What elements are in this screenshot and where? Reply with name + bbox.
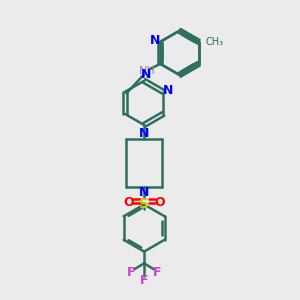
Text: F: F	[140, 274, 148, 287]
Text: F: F	[153, 266, 162, 279]
Text: N: N	[139, 186, 149, 199]
Text: NH: NH	[139, 66, 155, 76]
Text: S: S	[139, 196, 149, 211]
Text: N: N	[163, 84, 174, 97]
Text: F: F	[127, 266, 135, 279]
Text: N: N	[150, 34, 160, 47]
Text: CH₃: CH₃	[205, 37, 223, 47]
Text: N: N	[139, 127, 149, 140]
Text: O: O	[124, 196, 134, 208]
Text: O: O	[154, 196, 165, 208]
Text: N: N	[140, 68, 151, 81]
